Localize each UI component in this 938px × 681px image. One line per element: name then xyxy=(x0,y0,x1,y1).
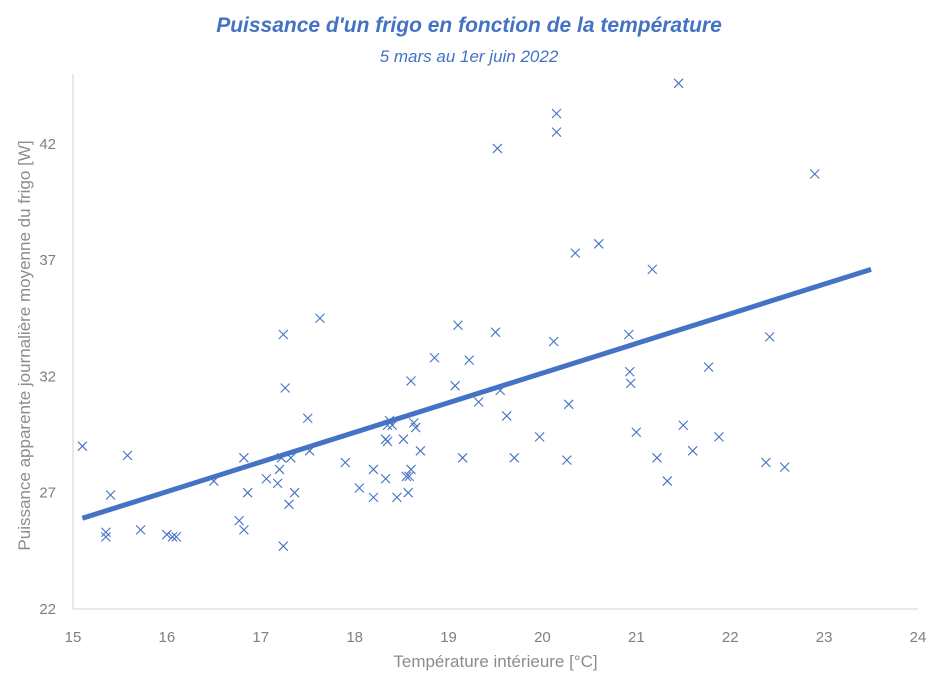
data-point xyxy=(284,499,294,510)
data-point xyxy=(548,336,559,347)
data-point xyxy=(100,532,111,542)
data-point xyxy=(368,464,379,475)
data-point xyxy=(392,492,402,503)
data-point xyxy=(238,525,249,535)
data-point xyxy=(100,527,111,538)
data-point xyxy=(415,445,426,456)
data-point xyxy=(429,352,440,363)
data-point xyxy=(453,320,463,331)
chart-title: Puissance d'un frigo en fonction de la t… xyxy=(216,14,722,37)
data-point xyxy=(368,492,379,503)
x-axis-label: Température intérieure [°C] xyxy=(393,652,597,671)
data-point xyxy=(714,431,724,442)
data-point xyxy=(261,473,272,484)
data-point xyxy=(401,471,412,482)
data-point xyxy=(380,473,391,484)
data-point xyxy=(551,108,562,119)
y-tick-labels: 22 27 32 37 42 xyxy=(39,136,56,618)
data-point xyxy=(678,420,689,431)
x-tick-label: 18 xyxy=(346,629,363,646)
data-point xyxy=(779,462,790,472)
chart-subtitle: 5 mars au 1er juin 2022 xyxy=(379,47,559,66)
x-tick-label: 23 xyxy=(816,629,833,646)
data-point xyxy=(77,441,88,452)
data-point xyxy=(593,238,604,249)
x-tick-label: 16 xyxy=(159,629,176,646)
data-point xyxy=(534,431,545,442)
y-axis-label: Puissance apparente journalière moyenne … xyxy=(15,140,34,550)
data-point xyxy=(703,362,714,372)
x-tick-label: 15 xyxy=(65,629,82,646)
data-point xyxy=(410,422,421,433)
data-point xyxy=(274,464,285,475)
data-point xyxy=(673,78,684,89)
data-point xyxy=(398,434,409,445)
data-point xyxy=(105,490,116,500)
data-point xyxy=(234,515,245,526)
data-point xyxy=(354,483,365,493)
data-point xyxy=(647,264,658,275)
data-point xyxy=(167,532,178,542)
data-point xyxy=(403,487,414,498)
data-point xyxy=(278,329,289,340)
data-point xyxy=(561,455,572,466)
data-point xyxy=(764,331,775,342)
y-tick-label: 22 xyxy=(39,601,56,618)
data-point xyxy=(501,411,512,421)
data-point xyxy=(135,525,146,535)
data-point xyxy=(490,327,501,338)
data-point xyxy=(662,476,673,486)
data-point xyxy=(315,313,325,324)
y-tick-label: 32 xyxy=(39,368,56,385)
data-point xyxy=(242,487,253,498)
data-point xyxy=(302,413,313,424)
data-point xyxy=(122,450,133,461)
data-point xyxy=(382,436,393,447)
data-point xyxy=(761,457,771,468)
data-point xyxy=(563,399,574,410)
data-point xyxy=(464,355,475,365)
y-tick-label: 37 xyxy=(39,252,56,269)
x-tick-label: 17 xyxy=(252,629,269,646)
data-point xyxy=(340,457,351,468)
x-tick-label: 24 xyxy=(910,629,927,646)
x-tick-label: 22 xyxy=(722,629,739,646)
data-point xyxy=(278,541,289,552)
x-tick-label: 20 xyxy=(534,629,551,646)
data-point xyxy=(457,452,468,463)
data-point xyxy=(809,169,820,179)
data-point xyxy=(570,248,581,258)
data-point xyxy=(161,529,172,540)
data-point xyxy=(473,397,484,407)
y-tick-label: 42 xyxy=(39,136,56,153)
data-point xyxy=(509,452,520,463)
data-point xyxy=(631,427,642,438)
data-point xyxy=(625,378,636,389)
data-point xyxy=(687,445,698,456)
data-point xyxy=(289,487,300,498)
x-tick-labels: 15 16 17 18 19 20 21 22 23 24 xyxy=(65,629,927,646)
data-point xyxy=(171,532,182,542)
data-point xyxy=(272,478,283,489)
x-tick-label: 21 xyxy=(628,629,645,646)
data-point xyxy=(404,471,415,482)
x-tick-label: 19 xyxy=(440,629,457,646)
trendline xyxy=(81,267,872,521)
data-point xyxy=(652,452,662,463)
data-point xyxy=(623,329,634,340)
data-point xyxy=(280,383,291,393)
y-tick-label: 27 xyxy=(39,485,56,502)
data-point xyxy=(624,366,635,377)
data-point xyxy=(492,143,503,154)
data-point xyxy=(238,452,249,463)
data-points xyxy=(77,78,820,552)
data-point xyxy=(406,464,416,475)
data-point xyxy=(450,380,461,391)
data-point xyxy=(551,127,562,138)
data-point xyxy=(406,376,416,386)
